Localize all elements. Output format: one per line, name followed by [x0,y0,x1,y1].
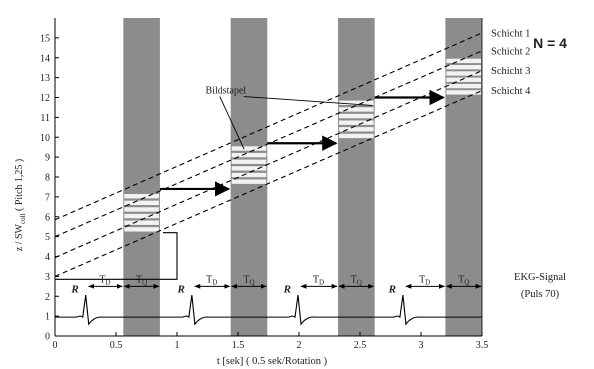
stack-4-slice-6 [446,58,481,64]
tq-label-3: TQ [351,274,362,286]
stack-1-slice-4 [124,207,159,212]
slice-label-1: Schicht 1 [491,28,530,39]
gate-window-4 [445,18,482,336]
x-tick-label-1: 1 [175,340,180,351]
y-tick-label-0: 0 [45,332,50,343]
stack-2-slice-3 [231,166,267,171]
stack-1-slice-5 [124,200,159,206]
stack-2-slice-4 [231,159,267,164]
r-peak-label-1: R [70,283,78,295]
x-tick-label-1.5: 1.5 [232,340,245,351]
y-tick-label-10: 10 [40,133,50,144]
stack-3-slice-3 [339,120,374,125]
stack-2-slice-2 [231,172,267,178]
stack-2-slice-5 [231,152,267,158]
labels: z / SWcoll ( Pitch 1,25 ) t [sek] ( 0.5 … [14,35,567,367]
td-label-3: TD [313,274,324,286]
ekg-pulse-label: (Puls 70) [521,289,560,300]
x-tick-label-2: 2 [297,340,302,351]
tq-label-4: TQ [458,274,469,286]
slice-line-3 [54,70,483,258]
x-tick-label-3.5: 3.5 [476,340,489,351]
r-peak-label-3: R [283,283,291,295]
x-tick-label-0: 0 [53,340,58,351]
stack-4-slice-5 [446,64,481,70]
gate-window-3 [338,18,375,336]
y-tick-label-6: 6 [45,212,50,223]
gate-window-1 [123,18,160,336]
y-tick-label-14: 14 [40,53,50,64]
r-peak-label-4: R [388,283,396,295]
stack-1-slice-1 [124,227,159,232]
stack-4-slice-2 [446,83,481,89]
stack-4-slice-3 [446,77,481,82]
td-label-1: TD [99,274,110,286]
y-tick-label-15: 15 [40,33,50,44]
stack-3-slice-1 [339,133,374,139]
y-axis-label: z / SWcoll ( Pitch 1,25 ) [14,159,27,251]
stack-4-slice-1 [446,90,481,95]
td-label-2: TD [206,274,217,286]
stack-1-slice-3 [124,213,159,219]
y-tick-label-4: 4 [45,252,50,263]
stack-1-slice-2 [124,220,159,225]
ekg-trace [55,295,482,326]
table-feed-arrows [159,89,445,197]
y-tick-label-11: 11 [40,113,50,124]
slice-line-1 [54,32,483,221]
y-tick-label-1: 1 [45,312,50,323]
slice-label-3: Schicht 3 [491,66,530,77]
x-tick-label-0.5: 0.5 [110,340,123,351]
bildstapel-label: Bildstapel [206,86,247,97]
slice-line-4 [54,90,483,277]
stack-3-slice-2 [339,127,374,132]
ekg-signal-label: EKG-Signal [514,272,566,283]
slice-label-2: Schicht 2 [491,46,530,57]
n-equals-label: N = 4 [533,35,567,51]
bildstapel-pointer-2 [243,96,373,106]
slice-label-4: Schicht 4 [491,86,531,97]
y-tick-label-13: 13 [40,73,50,84]
y-tick-label-3: 3 [45,272,50,283]
y-tick-label-8: 8 [45,173,50,184]
tq-label-1: TQ [136,274,147,286]
stack-1-slice-6 [124,194,159,199]
stack-2-slice-1 [231,179,267,184]
stack-2-slice-6 [231,146,267,151]
stack-4-slice-4 [446,71,481,76]
stack-3-slice-4 [339,113,374,119]
bildstapel-pointer-1 [219,96,245,150]
r-peak-label-2: R [177,283,185,295]
x-axis-label: t [sek] ( 0.5 sek/Rotation ) [217,356,328,367]
y-tick-label-5: 5 [45,232,50,243]
td-label-4: TD [419,274,430,286]
ekg-signal: R TD TQ R TD TQ R TD TQ R TD TQ [55,274,482,326]
image-stacks [124,58,481,232]
start-bracket-line [55,232,178,280]
x-tick-label-2.5: 2.5 [354,340,367,351]
start-bracket [55,232,178,280]
stack-3-slice-6 [339,100,374,105]
x-tick-label-3: 3 [419,340,424,351]
y-tick-label-12: 12 [40,93,50,104]
tq-label-2: TQ [243,274,254,286]
y-tick-label-9: 9 [45,153,50,164]
y-tick-label-2: 2 [45,292,50,303]
y-tick-label-7: 7 [45,192,50,203]
stack-3-slice-5 [339,107,374,112]
